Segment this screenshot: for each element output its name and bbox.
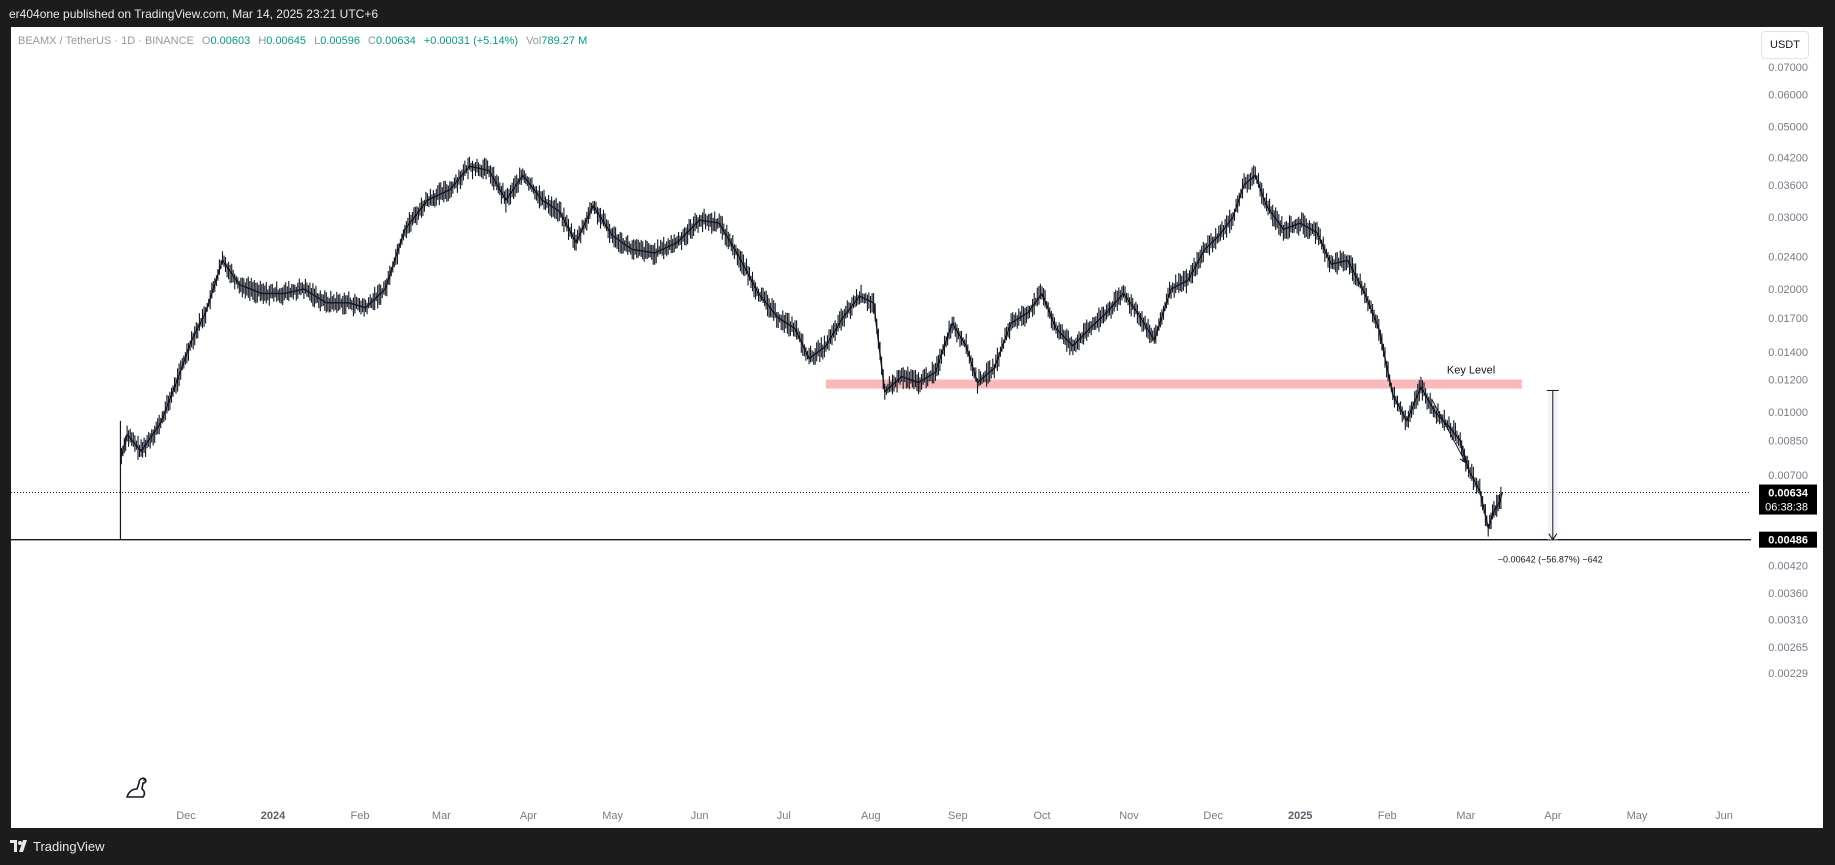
y-tick-label: 0.00420 [1768, 561, 1808, 573]
volume-label: Vol [526, 35, 542, 47]
x-tick-label: Mar [1456, 810, 1475, 822]
x-tick-label: Feb [1378, 810, 1397, 822]
y-tick-label: 0.02000 [1768, 284, 1808, 296]
y-tick-label: 0.01400 [1768, 347, 1808, 359]
low-price-value: 0.00486 [1768, 535, 1808, 547]
current-price-tag [1759, 484, 1817, 515]
x-tick-label: May [602, 810, 623, 822]
key-level-label: Key Level [1447, 365, 1495, 377]
symbol-legend[interactable]: BEAMX / TetherUS · 1D · BINANCE O0.00603… [18, 35, 587, 47]
close-value: 0.00634 [376, 35, 416, 47]
current-price-value: 0.00634 [1768, 488, 1809, 500]
chart-panel[interactable]: Key Level −0.00642 (−56.87%) −642 0.0700… [11, 27, 1823, 828]
currency-button[interactable]: USDT [1761, 31, 1809, 59]
key-level-zone[interactable] [825, 379, 1522, 389]
x-tick-label: Jun [1715, 810, 1733, 822]
y-tick-label: 0.00360 [1768, 588, 1808, 600]
x-tick-label: Nov [1119, 810, 1139, 822]
x-tick-label: Apr [1544, 810, 1561, 822]
y-tick-label: 0.00310 [1768, 614, 1808, 626]
low-value: 0.00596 [320, 35, 360, 47]
publisher-text: er404one published on TradingView.com, M… [9, 7, 379, 21]
x-tick-label: Apr [520, 810, 537, 822]
volume-value: 789.27 M [541, 35, 588, 47]
dino-icon [126, 777, 147, 798]
y-tick-label: 0.03600 [1768, 180, 1808, 192]
close-label: C [368, 35, 376, 47]
y-tick-label: 0.01200 [1768, 375, 1808, 387]
x-tick-label: Jul [777, 810, 791, 822]
y-tick-label: 0.05000 [1768, 122, 1808, 134]
x-tick-label: Dec [1203, 810, 1223, 822]
open-label: O [201, 35, 211, 47]
candle-countdown: 06:38:38 [1765, 502, 1808, 514]
y-tick-label: 0.02400 [1768, 252, 1808, 264]
y-tick-label: 0.00265 [1768, 642, 1808, 654]
y-tick-label: 0.03000 [1768, 212, 1808, 224]
y-tick-label: 0.00850 [1768, 436, 1808, 448]
x-tick-label: Mar [432, 810, 451, 822]
x-tick-label: 2025 [1288, 810, 1312, 822]
y-tick-label: 0.07000 [1768, 62, 1808, 74]
y-tick-label: 0.01000 [1768, 407, 1808, 419]
x-tick-label: Dec [176, 810, 196, 822]
x-tick-label: Oct [1033, 810, 1050, 822]
x-tick-label: May [1627, 810, 1648, 822]
footer-bar: TradingView [0, 828, 1835, 865]
low-price-tag [1759, 531, 1817, 548]
measure-arrow-head [1548, 533, 1558, 541]
low-label: L [314, 35, 321, 47]
x-tick-label: Feb [351, 810, 370, 822]
price-line [120, 165, 1503, 531]
measure-label: −0.00642 (−56.87%) −642 [1498, 555, 1603, 565]
symbol-title[interactable]: BEAMX / TetherUS · 1D · BINANCE [18, 35, 194, 47]
price-chart[interactable]: Key Level −0.00642 (−56.87%) −642 0.0700… [11, 27, 1823, 828]
x-tick-label: Jun [691, 810, 709, 822]
tradingview-logo-icon [10, 840, 27, 852]
y-tick-label: 0.04200 [1768, 153, 1808, 165]
open-value: 0.00603 [210, 35, 251, 47]
y-tick-label: 0.06000 [1768, 89, 1808, 101]
high-label: H [258, 35, 267, 47]
price-candles [120, 156, 1502, 537]
x-tick-label: Aug [861, 810, 881, 822]
publisher-bar: er404one published on TradingView.com, M… [0, 0, 1835, 27]
x-tick-label: 2024 [261, 810, 286, 822]
change-value: +0.00031 (+5.14%) [423, 35, 519, 47]
trend-arrow[interactable] [1431, 399, 1467, 464]
high-value: 0.00645 [266, 35, 307, 47]
x-tick-label: Sep [948, 810, 968, 822]
y-tick-label: 0.00229 [1768, 668, 1808, 680]
y-tick-label: 0.00700 [1768, 470, 1808, 482]
y-tick-label: 0.01700 [1768, 313, 1808, 325]
trend-arrow-head [1459, 454, 1467, 464]
footer-brand: TradingView [33, 839, 105, 854]
